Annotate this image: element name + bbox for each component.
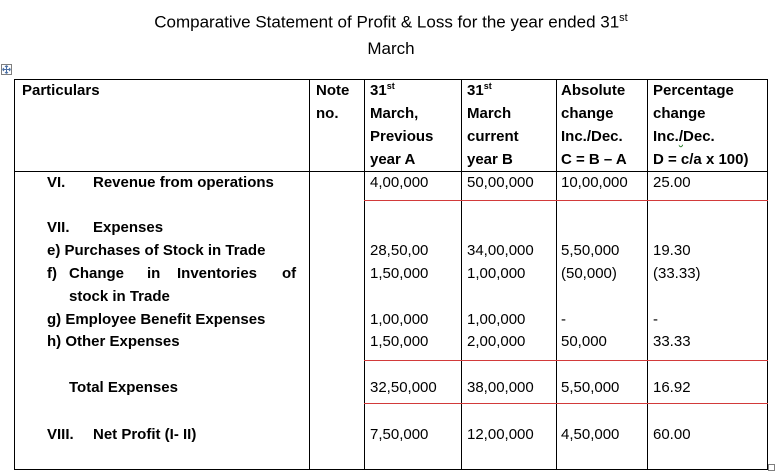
row-revenue-label: Revenue from operations [93, 174, 274, 191]
row-employee-curr: 1,00,000 [467, 311, 526, 328]
row-netprofit-curr: 12,00,000 [467, 426, 534, 443]
row-total-pct: 16.92 [653, 379, 691, 396]
row-total-abs: 5,50,000 [561, 379, 620, 396]
row-total-label: Total Expenses [69, 379, 178, 396]
row-netprofit-label: Net Profit (I- II) [93, 426, 197, 443]
row-netprofit-abs: 4,50,000 [561, 426, 620, 443]
row-purchases-label: e) Purchases of Stock in Trade [47, 242, 266, 259]
header-curr-line1: 31st [467, 80, 492, 102]
col-divider-curr [461, 79, 462, 470]
row-purchases-pct: 19.30 [653, 242, 691, 259]
header-prev-day: 31 [370, 82, 387, 99]
row-netprofit-pct: 60.00 [653, 426, 691, 443]
row-total-prev: 32,50,000 [370, 379, 437, 396]
row-other-label: h) Other Expenses [47, 333, 180, 350]
row-netprofit-prev: 7,50,000 [370, 426, 429, 443]
col-divider-note [309, 79, 310, 470]
row-employee-pct: - [653, 311, 658, 328]
row-inventories-prev: 1,50,000 [370, 265, 429, 282]
statement-title-line2: March [367, 39, 415, 58]
header-bottom-rule [14, 171, 768, 172]
header-pct-inc: Inc. [653, 128, 679, 145]
header-note-line1: Note [316, 82, 350, 99]
col-divider-prev [364, 79, 365, 470]
header-pct-line1: Percentage [653, 82, 734, 99]
row-employee-label: g) Employee Benefit Expenses [47, 311, 266, 328]
col-divider-abs [556, 79, 557, 470]
row-other-prev: 1,50,000 [370, 333, 429, 350]
header-prev-sup: st [386, 81, 395, 91]
header-curr-line3: current [467, 128, 519, 145]
table-border-bottom [14, 469, 768, 470]
row-revenue-prev: 4,00,000 [370, 174, 429, 191]
header-curr-sup: st [483, 81, 492, 91]
header-abs-line1: Absolute [561, 82, 626, 99]
row-inventories-line2: stock in Trade [69, 288, 170, 305]
row-other-abs: 50,000 [561, 333, 607, 350]
row-netprofit-num: VIII. [47, 426, 74, 443]
title-sup: st [619, 12, 628, 24]
row-inventories-w2: in [147, 265, 161, 282]
header-prev-line4: year A [370, 151, 416, 168]
row-inventories-curr: 1,00,000 [467, 265, 526, 282]
table-move-icon[interactable] [1, 64, 12, 75]
header-prev-line3: Previous [370, 128, 434, 145]
table-resize-icon[interactable] [768, 464, 775, 471]
row-expenses-label: Expenses [93, 219, 164, 236]
red-rule-expenses [364, 360, 768, 361]
row-inventories-pct: (33.33) [653, 265, 701, 282]
row-employee-abs: - [561, 311, 566, 328]
row-total-curr: 38,00,000 [467, 379, 534, 396]
header-abs-line2: change [561, 105, 614, 122]
row-revenue-pct: 25.00 [653, 174, 691, 191]
table-border-right [767, 79, 768, 470]
row-revenue-curr: 50,00,000 [467, 174, 534, 191]
row-revenue-abs: 10,00,000 [561, 174, 628, 191]
header-prev-line2: March, [370, 105, 419, 122]
header-abs-line4: C = B – A [561, 151, 627, 168]
row-inventories-w3: Inventories [177, 265, 258, 282]
header-particulars: Particulars [22, 82, 100, 99]
row-purchases-prev: 28,50,00 [370, 242, 429, 259]
title-main: Comparative Statement of Profit & Loss f… [154, 12, 620, 32]
col-divider-pct [647, 79, 648, 470]
header-note-line2: no. [316, 105, 339, 122]
row-inventories-f: f) [47, 265, 57, 282]
header-abs-line3: Inc./Dec. [561, 128, 623, 145]
header-curr-line4: year B [467, 151, 513, 168]
row-revenue-num: VI. [47, 174, 66, 191]
header-pct-line2: change [653, 105, 706, 122]
header-pct-line4: D = c/a x 100) [653, 151, 749, 168]
row-other-pct: 33.33 [653, 333, 691, 350]
header-pct-line3: Inc./Dec. [653, 126, 715, 148]
table-border-top [14, 79, 768, 80]
header-curr-line2: March [467, 105, 512, 122]
row-purchases-curr: 34,00,000 [467, 242, 534, 259]
header-pct-dec: Dec. [683, 128, 715, 145]
row-inventories-w1: Change [69, 265, 125, 282]
red-rule-total [364, 403, 768, 404]
header-curr-day: 31 [467, 82, 484, 99]
red-rule-revenue [364, 200, 768, 201]
spellcheck-underline: / [678, 128, 684, 145]
table-border-left [14, 79, 15, 470]
row-inventories-abs: (50,000) [561, 265, 617, 282]
row-other-curr: 2,00,000 [467, 333, 526, 350]
statement-title-line1: Comparative Statement of Profit & Loss f… [0, 8, 782, 33]
header-prev-line1: 31st [370, 80, 395, 102]
row-purchases-abs: 5,50,000 [561, 242, 620, 259]
row-inventories-w4: of [282, 265, 297, 282]
row-employee-prev: 1,00,000 [370, 311, 429, 328]
row-expenses-num: VII. [47, 219, 70, 236]
